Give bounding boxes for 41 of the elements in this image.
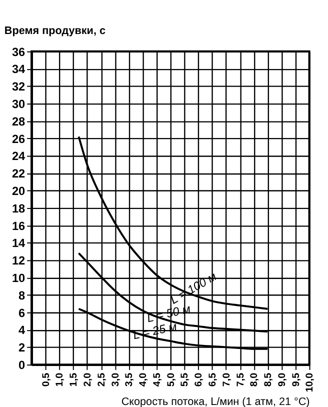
y-tick-label: 0	[18, 358, 26, 372]
y-tick-label: 8	[18, 288, 26, 302]
y-tick-label: 26	[12, 132, 26, 146]
x-tick-label: 6,5	[208, 372, 219, 387]
y-tick-label: 16	[12, 218, 26, 233]
y-tick-label: 34	[12, 62, 26, 76]
x-tick-label: 8,5	[263, 372, 274, 387]
x-tick-label: 5,5	[180, 372, 191, 387]
x-tick-label: 7,0	[221, 372, 232, 387]
y-tick-label: 12	[12, 254, 26, 268]
x-tick-label: 8,0	[249, 372, 260, 387]
y-tick-label: 30	[12, 96, 26, 111]
x-tick-label: 6,0	[194, 372, 205, 387]
y-tick-label: 2	[18, 340, 26, 355]
x-tick-label: 7,5	[235, 372, 246, 387]
x-tick-label: 1,0	[54, 372, 66, 387]
y-tick-label: 20	[12, 184, 26, 198]
y-tick-label: 32	[12, 80, 26, 94]
y-tick-label: 36	[12, 44, 26, 59]
x-tick-label: 10,0	[304, 372, 316, 392]
x-axis-title: Скорость потока, L/мин (1 атм, 21 °C)	[121, 396, 310, 407]
x-tick-label: 9,0	[276, 372, 288, 387]
x-tick-label: 4,5	[152, 372, 163, 387]
x-tick-label: 4,0	[138, 372, 150, 387]
x-tick-label: 2,5	[96, 372, 108, 387]
x-tick-label: 3,5	[124, 372, 136, 387]
y-tick-label: 18	[12, 201, 26, 216]
y-tick-label: 24	[12, 149, 26, 164]
x-tick-label: 1,5	[68, 372, 80, 387]
x-tick-label: 5,0	[166, 372, 177, 387]
x-tick-label: 3,0	[110, 372, 122, 387]
y-tick-label: 22	[12, 166, 26, 181]
x-tick-label: 9,5	[290, 372, 302, 387]
y-tick-label: 28	[12, 114, 26, 128]
y-tick-label: 6	[18, 306, 26, 320]
y-axis-title: Время продувки, с	[4, 25, 106, 38]
y-tick-label: 14	[12, 236, 26, 250]
y-tick-label: 10	[12, 271, 26, 286]
y-tick-label: 4	[18, 323, 26, 338]
x-tick-label: 0,5	[40, 372, 52, 387]
x-tick-label: 2,0	[82, 372, 94, 387]
